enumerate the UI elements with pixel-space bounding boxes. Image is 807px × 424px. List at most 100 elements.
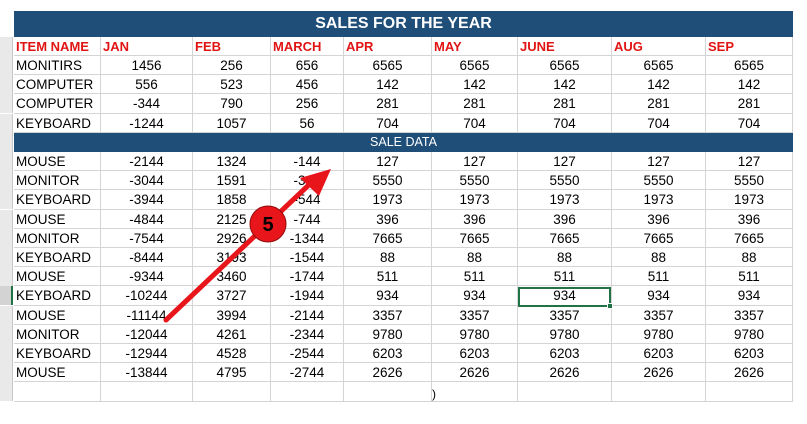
value-cell[interactable]: 127 <box>518 152 612 172</box>
value-cell[interactable]: 934 <box>432 286 518 306</box>
value-cell[interactable]: 3357 <box>432 305 518 325</box>
value-cell[interactable]: 556 <box>101 75 193 95</box>
value-cell[interactable] <box>518 382 612 402</box>
value-cell[interactable]: -11144 <box>101 305 193 325</box>
value-cell[interactable]: -8444 <box>101 248 193 268</box>
value-cell[interactable]: 456 <box>271 75 344 95</box>
value-cell[interactable]: 6203 <box>518 344 612 364</box>
value-cell[interactable]: 5550 <box>612 171 706 191</box>
value-cell[interactable]: 511 <box>344 267 432 287</box>
value-cell[interactable]: 6203 <box>344 344 432 364</box>
value-cell[interactable]: -4844 <box>101 209 193 229</box>
value-cell[interactable]: -2144 <box>271 305 344 325</box>
fill-handle[interactable] <box>607 303 613 309</box>
item-name-cell[interactable]: KEYBOARD <box>14 344 101 364</box>
row-header[interactable]: 0 <box>0 190 13 210</box>
value-cell[interactable]: 3994 <box>193 305 271 325</box>
sale-data-band[interactable]: SALE DATA <box>14 133 793 152</box>
value-cell[interactable]: 88 <box>612 248 706 268</box>
column-header-7[interactable]: JUNE <box>518 37 612 57</box>
row-header[interactable]: 8 <box>0 344 13 363</box>
value-cell[interactable] <box>101 382 193 402</box>
row-header[interactable]: 4 <box>0 267 13 287</box>
column-header-8[interactable]: AUG <box>612 37 706 57</box>
row-header[interactable] <box>0 113 13 133</box>
value-cell[interactable] <box>612 382 706 402</box>
value-cell[interactable]: 5550 <box>706 171 793 191</box>
item-name-cell[interactable]: COMPUTER <box>14 94 101 114</box>
value-cell[interactable]: 511 <box>612 267 706 287</box>
value-cell[interactable]: 934 <box>706 286 793 306</box>
value-cell[interactable]: 7665 <box>344 228 432 248</box>
value-cell[interactable]: 704 <box>612 113 706 133</box>
value-cell[interactable]: 2626 <box>432 363 518 383</box>
value-cell[interactable]: -3944 <box>101 190 193 210</box>
value-cell[interactable]: -1344 <box>271 228 344 248</box>
value-cell[interactable]: 256 <box>271 94 344 114</box>
value-cell[interactable]: 523 <box>193 75 271 95</box>
value-cell[interactable]: 656 <box>271 56 344 76</box>
value-cell[interactable]: 1858 <box>193 190 271 210</box>
value-cell[interactable]: 142 <box>344 75 432 95</box>
value-cell[interactable]: -1944 <box>271 286 344 306</box>
value-cell[interactable]: 790 <box>193 94 271 114</box>
value-cell[interactable]: 142 <box>612 75 706 95</box>
value-cell[interactable]: 3727 <box>193 286 271 306</box>
value-cell[interactable]: 6565 <box>344 56 432 76</box>
value-cell[interactable]: 9780 <box>612 324 706 344</box>
item-name-cell[interactable] <box>14 382 101 402</box>
item-name-cell[interactable]: KEYBOARD <box>14 190 101 210</box>
value-cell[interactable]: 4795 <box>193 363 271 383</box>
row-header[interactable]: 2 <box>0 228 13 248</box>
item-name-cell[interactable]: COMPUTER <box>14 75 101 95</box>
value-cell[interactable]: -7544 <box>101 228 193 248</box>
value-cell[interactable]: 704 <box>432 113 518 133</box>
value-cell[interactable]: 1324 <box>193 152 271 172</box>
value-cell[interactable]: -2144 <box>101 152 193 172</box>
item-name-cell[interactable]: MOUSE <box>14 267 101 287</box>
item-name-cell[interactable]: MONITOR <box>14 324 101 344</box>
row-header[interactable] <box>0 56 13 75</box>
value-cell[interactable]: -12044 <box>101 324 193 344</box>
row-header[interactable]: 3 <box>0 248 13 267</box>
value-cell[interactable]: 511 <box>706 267 793 287</box>
value-cell[interactable]: 127 <box>612 152 706 172</box>
value-cell[interactable]: 88 <box>518 248 612 268</box>
value-cell[interactable]: 6203 <box>432 344 518 364</box>
value-cell[interactable] <box>432 382 518 402</box>
value-cell[interactable]: 396 <box>432 209 518 229</box>
row-header[interactable]: 6 <box>0 305 13 325</box>
item-name-cell[interactable]: MOUSE <box>14 209 101 229</box>
value-cell[interactable]: 4528 <box>193 344 271 364</box>
value-cell[interactable]: 1973 <box>432 190 518 210</box>
value-cell[interactable]: 3460 <box>193 267 271 287</box>
value-cell[interactable]: 396 <box>344 209 432 229</box>
value-cell[interactable] <box>344 382 432 402</box>
value-cell[interactable]: 511 <box>432 267 518 287</box>
value-cell[interactable]: 142 <box>518 75 612 95</box>
value-cell[interactable]: 3357 <box>612 305 706 325</box>
value-cell[interactable]: 704 <box>518 113 612 133</box>
item-name-cell[interactable]: KEYBOARD <box>14 286 101 306</box>
value-cell[interactable]: -13844 <box>101 363 193 383</box>
row-header[interactable] <box>0 37 13 56</box>
value-cell[interactable]: -2744 <box>271 363 344 383</box>
row-header[interactable]: 5 <box>0 286 13 306</box>
value-cell[interactable]: 396 <box>612 209 706 229</box>
value-cell[interactable]: 1973 <box>518 190 612 210</box>
item-name-cell[interactable]: MOUSE <box>14 152 101 172</box>
value-cell[interactable]: 9780 <box>518 324 612 344</box>
row-header[interactable] <box>0 171 13 191</box>
value-cell[interactable]: 9780 <box>344 324 432 344</box>
value-cell[interactable]: 2626 <box>612 363 706 383</box>
value-cell[interactable]: 4261 <box>193 324 271 344</box>
column-header-4[interactable]: MARCH <box>271 37 344 57</box>
value-cell[interactable]: 9780 <box>432 324 518 344</box>
value-cell[interactable]: 281 <box>612 94 706 114</box>
item-name-cell[interactable]: MONITOR <box>14 228 101 248</box>
value-cell[interactable]: -144 <box>271 152 344 172</box>
value-cell[interactable] <box>193 382 271 402</box>
item-name-cell[interactable]: MOUSE <box>14 305 101 325</box>
value-cell[interactable]: 934 <box>344 286 432 306</box>
value-cell[interactable]: 704 <box>344 113 432 133</box>
